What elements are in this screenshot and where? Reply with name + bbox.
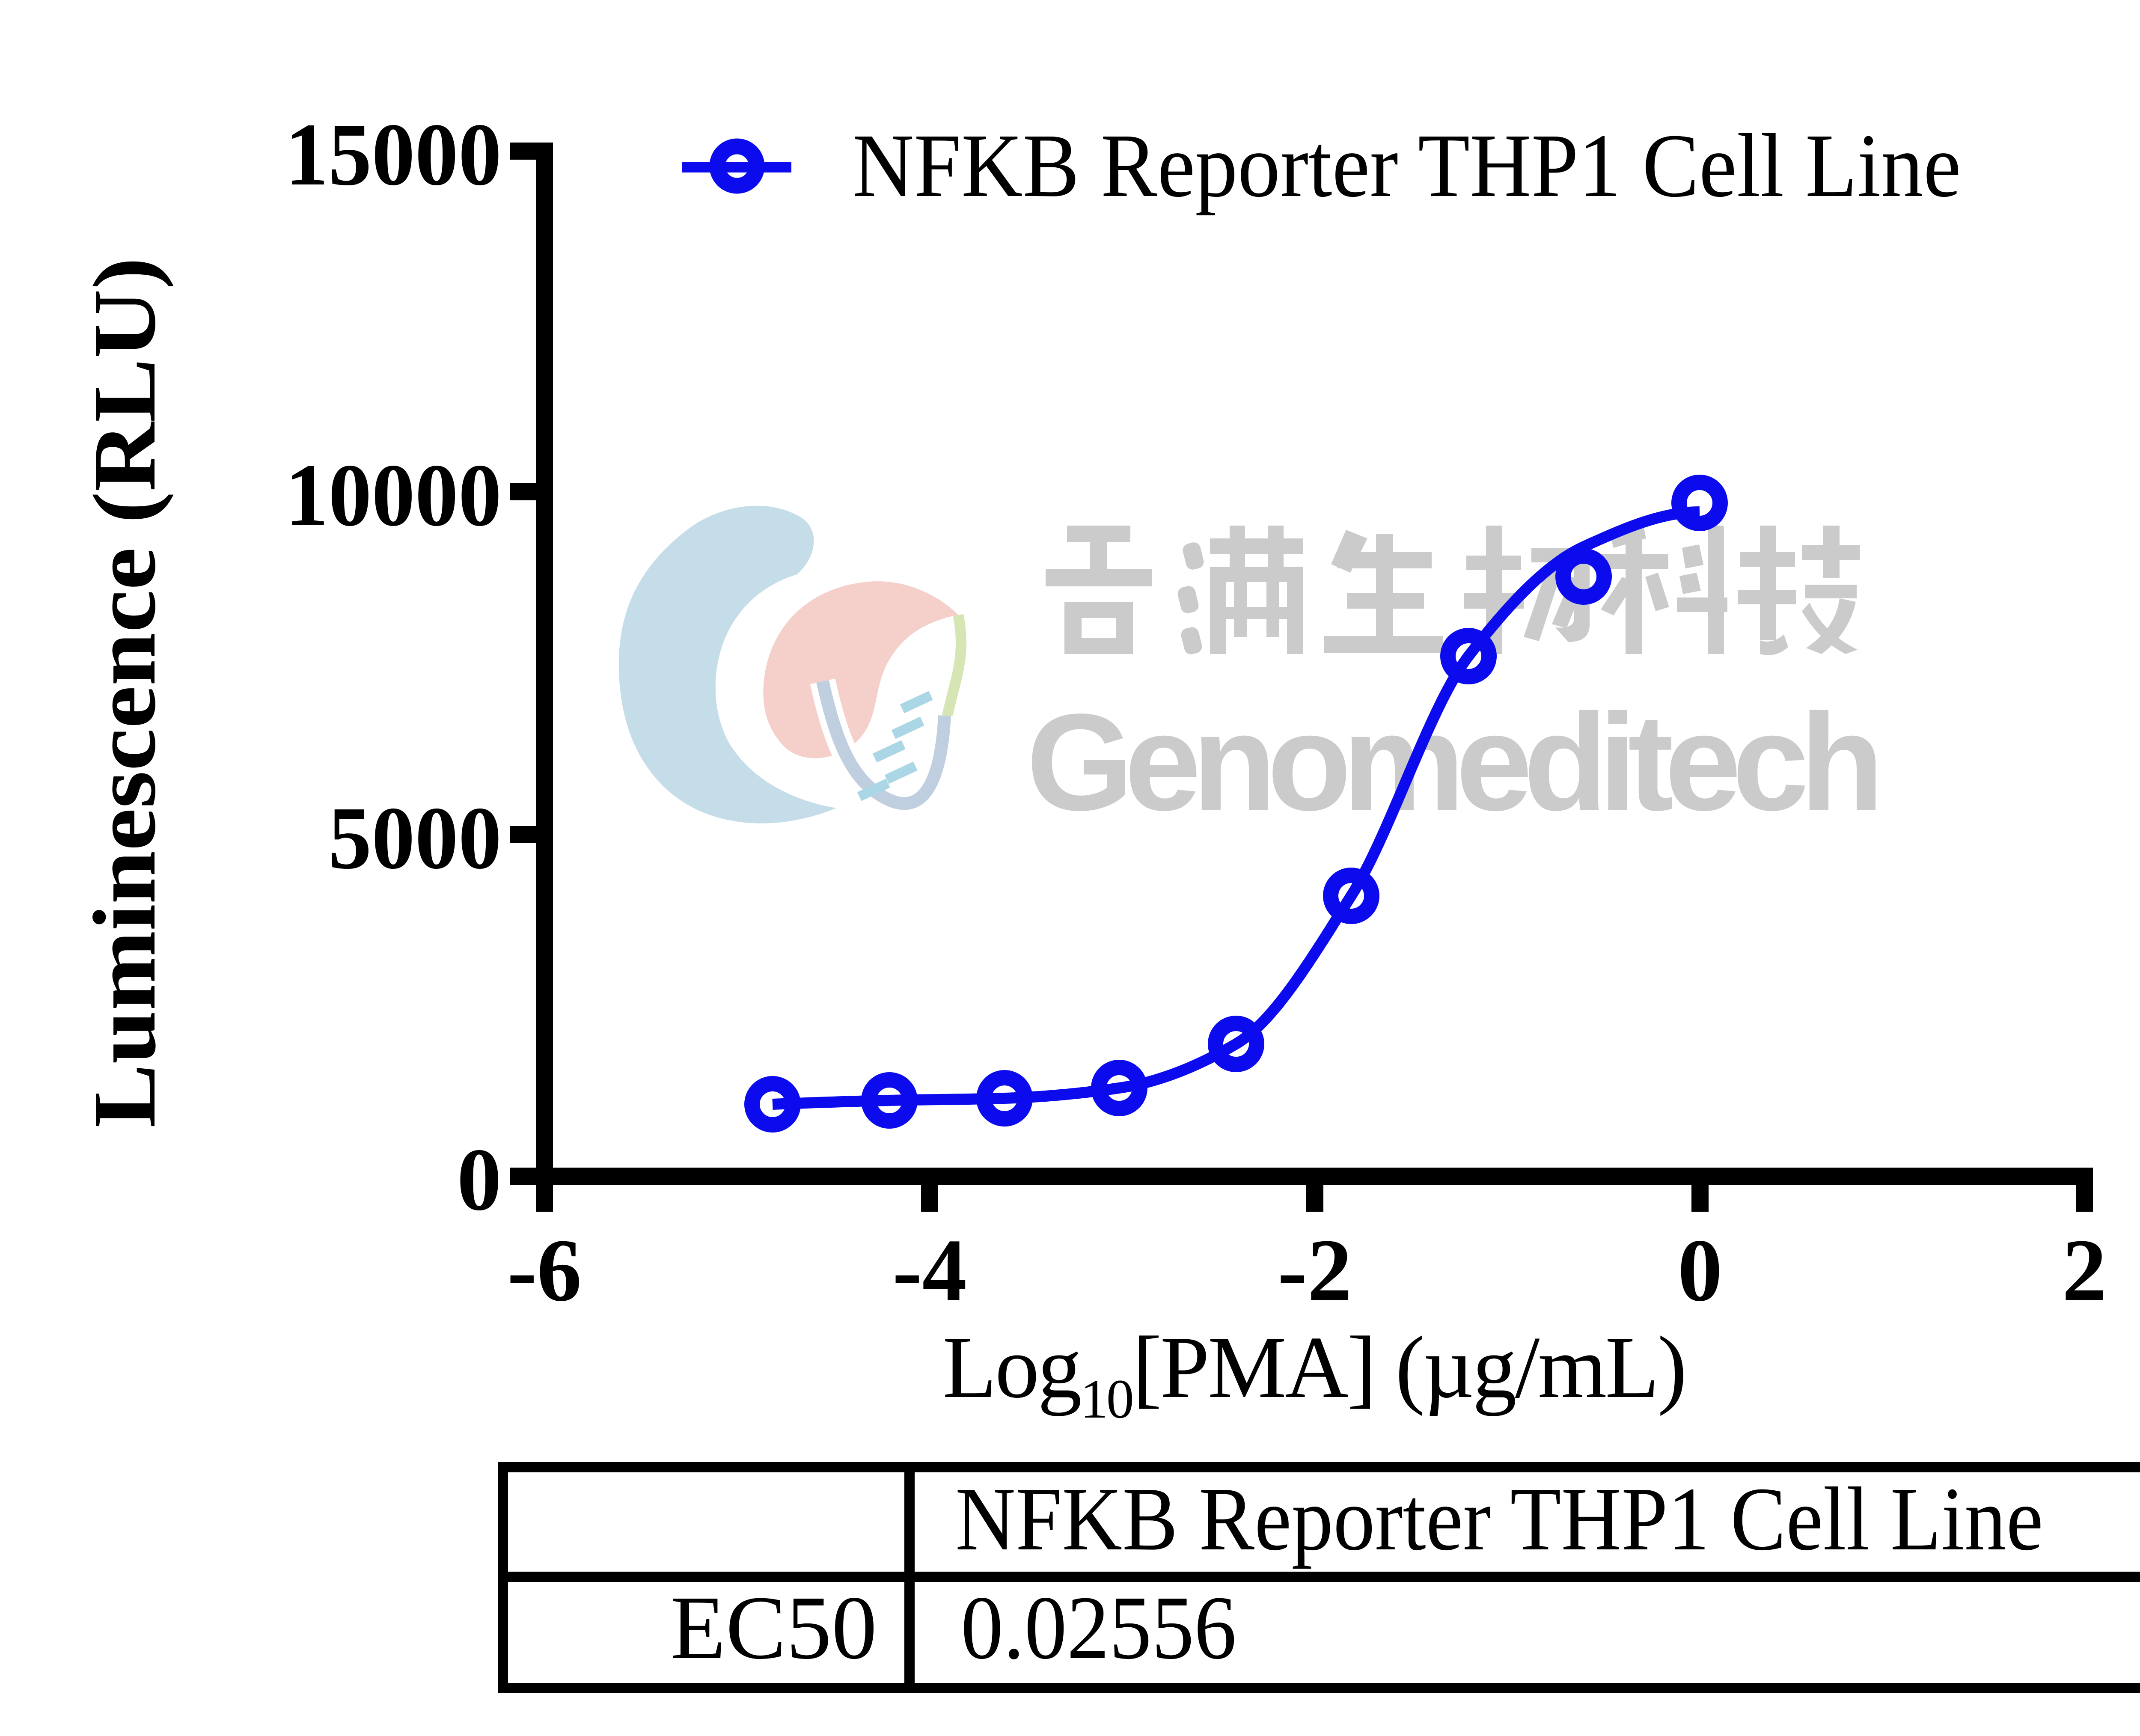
svg-text:15000: 15000: [285, 105, 502, 204]
svg-text:NFKB Reporter THP1 Cell Line: NFKB Reporter THP1 Cell Line: [955, 1468, 2043, 1569]
svg-text:Luminescence (RLU): Luminescence (RLU): [75, 257, 174, 1128]
svg-text:0: 0: [1678, 1221, 1723, 1320]
svg-text:NFKB Reporter THP1 Cell Line: NFKB Reporter THP1 Cell Line: [853, 115, 1961, 216]
svg-text:EC50: EC50: [670, 1577, 877, 1678]
svg-text:0: 0: [457, 1130, 502, 1229]
svg-text:10000: 10000: [285, 446, 502, 545]
svg-text:Log10[PMA] (µg/mL): Log10[PMA] (µg/mL): [942, 1318, 1685, 1430]
svg-text:2: 2: [2062, 1221, 2107, 1320]
svg-text:-6: -6: [507, 1221, 582, 1320]
svg-text:0.02556: 0.02556: [961, 1577, 1236, 1678]
svg-text:-2: -2: [1278, 1221, 1352, 1320]
svg-text:5000: 5000: [328, 789, 502, 888]
svg-text:-4: -4: [892, 1221, 967, 1320]
svg-text:Genomeditech: Genomeditech: [1026, 686, 1884, 839]
